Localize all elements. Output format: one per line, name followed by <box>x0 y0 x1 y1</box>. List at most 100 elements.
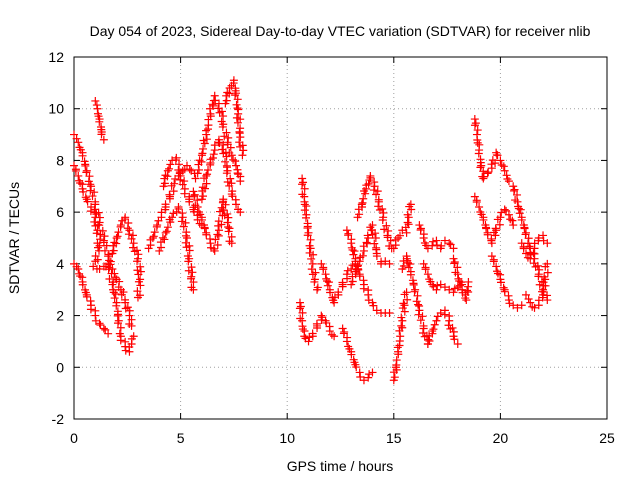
data-point-interp <box>393 343 402 352</box>
data-point-interp <box>473 126 482 135</box>
data-point-interp <box>72 134 81 143</box>
data-point-interp <box>395 337 404 346</box>
data-point-interp <box>429 282 438 291</box>
data-point <box>104 252 113 261</box>
data-point-interp <box>541 281 550 290</box>
data-point-interp <box>116 336 125 345</box>
data-point-interp <box>95 246 104 255</box>
data-point-interp <box>79 187 88 196</box>
data-point <box>509 182 518 191</box>
data-point-interp <box>405 202 414 211</box>
data-point-interp <box>231 195 240 204</box>
data-point <box>129 239 138 248</box>
data-point-interp <box>450 284 459 293</box>
data-point-interp <box>188 268 197 277</box>
data-point-interp <box>514 204 523 213</box>
data-point-interp <box>528 302 537 311</box>
data-point-interp <box>403 258 412 267</box>
data-point-interp <box>398 304 407 313</box>
data-point-interp <box>370 239 379 248</box>
data-point-interp <box>529 259 538 268</box>
data-point-interp <box>223 177 232 186</box>
data-point <box>385 308 394 317</box>
data-point-interp <box>493 215 502 224</box>
data-point-interp <box>394 350 403 359</box>
data-point-interp <box>358 251 367 260</box>
data-point-interp <box>110 294 119 303</box>
data-point-interp <box>410 287 419 296</box>
data-point-interp <box>78 280 87 289</box>
data-point-interp <box>322 318 331 327</box>
data-point-interp <box>127 234 136 243</box>
data-point-interp <box>105 256 114 265</box>
data-point-interp <box>185 246 194 255</box>
data-point-interp <box>96 321 105 330</box>
data-point-interp <box>496 278 505 287</box>
data-point-interp <box>233 118 242 127</box>
data-point-interp <box>117 290 126 299</box>
data-point-interp <box>298 325 307 334</box>
data-point-interp <box>372 245 381 254</box>
data-point-interp <box>538 287 546 296</box>
data-point-interp <box>358 198 367 207</box>
data-point-interp <box>162 227 171 236</box>
data-point-interp <box>491 224 500 233</box>
data-point-interp <box>455 276 464 285</box>
data-point-interp <box>99 262 108 271</box>
chart-title: Day 054 of 2023, Sidereal Day-to-day VTE… <box>90 23 591 39</box>
data-point-interp <box>101 325 110 334</box>
data-point-interp <box>111 289 120 298</box>
data-point-interp <box>222 169 231 178</box>
data-point <box>70 130 78 139</box>
data-point-interp <box>127 315 136 324</box>
data-point-interp <box>128 231 137 240</box>
data-point-interp <box>235 129 244 138</box>
data-point-interp <box>499 283 508 292</box>
data-point-interp <box>308 329 317 338</box>
data-point-interp <box>86 305 95 314</box>
data-point-interp <box>416 225 425 234</box>
data-point-interp <box>471 119 480 128</box>
data-point-interp <box>489 228 498 237</box>
data-point <box>462 296 471 305</box>
data-point <box>500 166 509 175</box>
data-point-interp <box>487 160 496 169</box>
data-point-interp <box>353 261 362 270</box>
data-point-interp <box>298 190 307 199</box>
data-point <box>453 340 462 349</box>
data-point-interp <box>78 151 87 160</box>
data-point-interp <box>343 266 352 275</box>
data-point-interp <box>349 250 358 259</box>
data-point-interp <box>406 270 415 279</box>
data-point-interp <box>415 301 424 310</box>
data-point-interp <box>302 202 311 211</box>
data-point-interp <box>418 328 427 337</box>
x-axis-label: GPS time / hours <box>287 458 394 474</box>
data-point-interp <box>513 190 522 199</box>
data-point-interp <box>457 278 466 287</box>
data-point-interp <box>222 152 231 161</box>
data-point-interp <box>228 192 237 201</box>
data-point-interp <box>150 228 159 237</box>
data-point-interp <box>517 215 526 224</box>
data-point-interp <box>171 155 180 164</box>
data-point-interp <box>303 223 312 232</box>
data-point-interp <box>225 181 234 190</box>
data-point-interp <box>422 241 431 250</box>
data-point-interp <box>350 247 359 256</box>
data-point-interp <box>484 168 493 177</box>
data-point-interp <box>470 121 479 130</box>
data-point-interp <box>134 270 143 279</box>
data-point-interp <box>405 260 414 269</box>
data-point-interp <box>121 295 129 304</box>
data-point-interp <box>426 277 435 286</box>
data-point-interp <box>178 209 187 218</box>
data-point-interp <box>379 208 388 217</box>
data-point-interp <box>113 311 122 320</box>
data-point-interp <box>234 205 243 214</box>
data-point <box>182 234 191 242</box>
data-point-interp <box>310 277 319 286</box>
data-point-interp <box>351 270 360 279</box>
data-point-interp <box>324 278 333 287</box>
data-point-interp <box>91 251 100 260</box>
